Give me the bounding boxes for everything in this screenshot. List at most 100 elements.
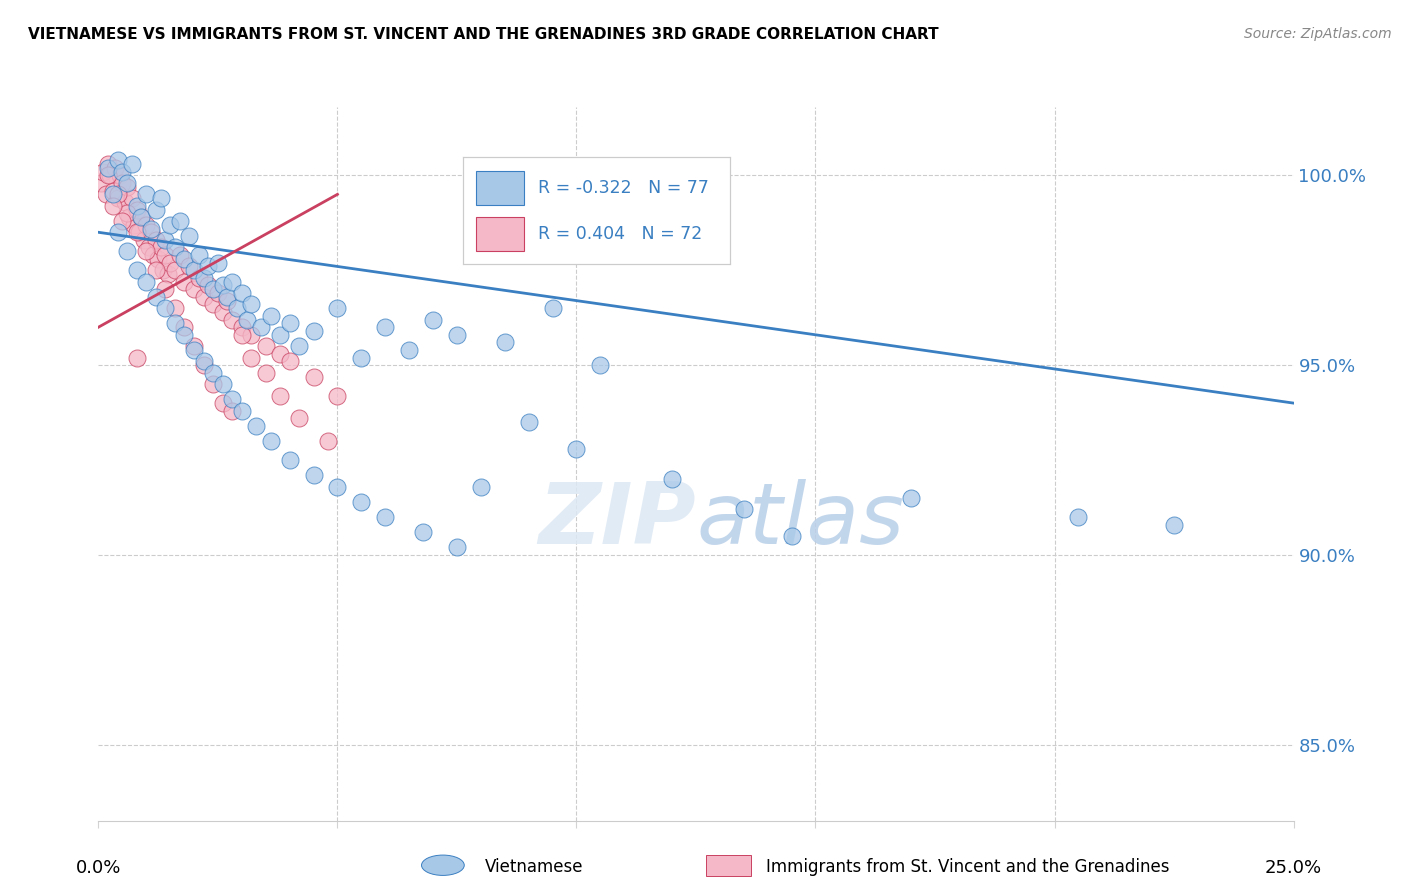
Point — [350, 495, 373, 509]
Point — [104, 161, 127, 175]
Point — [173, 252, 195, 266]
Point — [149, 191, 172, 205]
Point — [91, 164, 114, 178]
Text: Source: ZipAtlas.com: Source: ZipAtlas.com — [1244, 27, 1392, 41]
Point — [240, 351, 263, 365]
Point — [240, 297, 263, 311]
Point — [316, 434, 339, 448]
Point — [202, 366, 225, 380]
Point — [107, 153, 129, 168]
Point — [97, 169, 120, 183]
Point — [398, 343, 420, 357]
Point — [135, 244, 157, 259]
Point — [217, 293, 239, 308]
Point — [163, 301, 186, 316]
Point — [217, 290, 239, 304]
Point — [422, 312, 444, 326]
Point — [169, 248, 191, 262]
Point — [107, 187, 129, 202]
Point — [183, 339, 205, 353]
Point — [145, 202, 167, 217]
Point — [115, 244, 138, 259]
Point — [269, 347, 291, 361]
Point — [183, 343, 205, 357]
Point — [187, 248, 209, 262]
Point — [211, 377, 233, 392]
Point — [155, 248, 177, 262]
Point — [221, 312, 243, 326]
Point — [115, 176, 138, 190]
Point — [125, 225, 148, 239]
Point — [197, 278, 219, 293]
Point — [470, 480, 492, 494]
Point — [173, 327, 195, 342]
Point — [193, 354, 215, 368]
Point — [326, 388, 349, 402]
Point — [250, 320, 273, 334]
Point — [221, 392, 243, 407]
Point — [90, 176, 112, 190]
Point — [155, 301, 177, 316]
Point — [155, 282, 177, 296]
Point — [226, 301, 249, 316]
Point — [183, 263, 205, 277]
Point — [202, 282, 225, 296]
Point — [145, 263, 167, 277]
Point — [269, 327, 291, 342]
Point — [202, 297, 225, 311]
Point — [202, 377, 225, 392]
Text: Immigrants from St. Vincent and the Grenadines: Immigrants from St. Vincent and the Gren… — [766, 858, 1170, 876]
Point — [152, 263, 174, 277]
Point — [149, 240, 172, 254]
Text: 25.0%: 25.0% — [1265, 859, 1322, 877]
Point — [565, 442, 588, 456]
Bar — [706, 855, 751, 876]
Point — [541, 301, 564, 316]
Point — [135, 275, 157, 289]
Point — [221, 403, 243, 417]
Point — [302, 468, 325, 483]
Point — [269, 388, 291, 402]
Point — [374, 510, 396, 524]
Point — [288, 411, 311, 425]
Point — [661, 472, 683, 486]
Point — [139, 225, 162, 239]
Point — [288, 339, 311, 353]
Point — [124, 218, 146, 232]
Point — [1067, 510, 1090, 524]
Point — [278, 354, 301, 368]
Point — [125, 263, 148, 277]
Point — [193, 358, 215, 372]
Point — [326, 480, 349, 494]
Point — [139, 221, 162, 235]
Point — [159, 255, 181, 269]
Point — [145, 233, 167, 247]
Point — [163, 317, 186, 331]
Point — [589, 358, 612, 372]
Point — [207, 255, 229, 269]
Point — [98, 169, 122, 183]
Point — [159, 218, 181, 232]
Point — [193, 290, 215, 304]
Point — [231, 286, 253, 301]
Text: R = 0.404   N = 72: R = 0.404 N = 72 — [537, 225, 702, 243]
Point — [107, 225, 129, 239]
Point — [114, 194, 136, 209]
Point — [350, 351, 373, 365]
Point — [131, 210, 153, 224]
Point — [128, 225, 150, 239]
Point — [211, 396, 233, 410]
Point — [235, 312, 257, 326]
Point — [240, 327, 263, 342]
Point — [900, 491, 922, 505]
Point — [163, 240, 186, 254]
Point — [155, 233, 177, 247]
Point — [179, 260, 201, 274]
Point — [1163, 517, 1185, 532]
Point — [173, 275, 195, 289]
Point — [107, 191, 129, 205]
Point — [148, 252, 170, 266]
Point — [733, 502, 755, 516]
Text: VIETNAMESE VS IMMIGRANTS FROM ST. VINCENT AND THE GRENADINES 3RD GRADE CORRELATI: VIETNAMESE VS IMMIGRANTS FROM ST. VINCEN… — [28, 27, 939, 42]
Point — [101, 184, 124, 198]
